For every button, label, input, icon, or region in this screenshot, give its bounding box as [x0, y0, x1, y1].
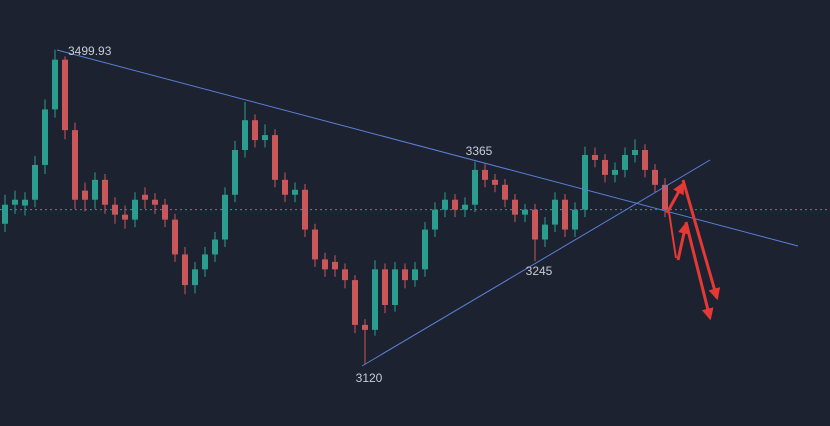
- candle-body: [292, 189, 298, 195]
- candle-body: [202, 254, 208, 270]
- candle-body: [482, 169, 488, 180]
- candle-body: [212, 239, 218, 255]
- arrow: [676, 221, 690, 261]
- candle-body: [392, 269, 398, 305]
- candle-body: [492, 179, 498, 185]
- candle-body: [542, 224, 548, 240]
- candle-body: [72, 130, 78, 200]
- trendline-lower: [361, 159, 711, 367]
- peak-label: 3365: [466, 144, 493, 158]
- candle-body: [422, 229, 428, 270]
- candle-body: [62, 59, 68, 131]
- candle-body: [2, 204, 8, 224]
- candle-body: [512, 199, 518, 215]
- candle-body: [252, 120, 258, 141]
- candle-body: [282, 179, 288, 195]
- candle-body: [162, 204, 168, 220]
- candle-body: [272, 135, 278, 180]
- candle-body: [12, 199, 18, 205]
- candle-body: [382, 269, 388, 305]
- peak-label: 3499.93: [68, 44, 112, 58]
- candle-body: [192, 269, 198, 286]
- candle-body: [262, 135, 268, 141]
- candle-body: [142, 194, 148, 200]
- candle-body: [462, 204, 468, 210]
- candle-body: [92, 179, 98, 200]
- candle-body: [642, 150, 648, 170]
- candle-body: [172, 219, 178, 255]
- candle-body: [242, 120, 248, 151]
- candle-body: [602, 159, 608, 175]
- candle-body: [662, 184, 668, 210]
- candle-body: [152, 199, 158, 205]
- candle-body: [122, 214, 128, 220]
- candle-body: [522, 209, 528, 215]
- candle-body: [102, 179, 108, 205]
- candle-body: [362, 324, 368, 330]
- candle-body: [232, 150, 238, 195]
- candle-body: [632, 150, 638, 155]
- arrow: [684, 221, 714, 321]
- candle-body: [342, 269, 348, 281]
- candle-body: [82, 190, 88, 200]
- candle-body: [372, 269, 378, 330]
- candle-body: [42, 109, 48, 165]
- candle-body: [332, 261, 338, 270]
- candle-body: [312, 229, 318, 260]
- candle-body: [532, 209, 538, 240]
- candle-body: [622, 154, 628, 170]
- candle-body: [52, 59, 58, 110]
- candle-body: [552, 199, 558, 225]
- candle-body: [612, 169, 618, 175]
- candle-body: [592, 154, 598, 160]
- trough-label: 3120: [356, 371, 383, 385]
- candle-body: [572, 209, 578, 230]
- arrow: [681, 179, 721, 301]
- candle-body: [502, 184, 508, 200]
- candle-body: [442, 199, 448, 210]
- candle-body: [412, 269, 418, 281]
- candle-body: [582, 154, 588, 210]
- candle-body: [472, 169, 478, 205]
- candle-body: [562, 199, 568, 230]
- candle-body: [452, 199, 458, 210]
- candle-body: [402, 269, 408, 281]
- arrow: [668, 211, 677, 259]
- candle-body: [432, 209, 438, 230]
- candle-body: [32, 164, 38, 200]
- trough-label: 3245: [526, 264, 553, 278]
- candle-body: [652, 169, 658, 185]
- arrow: [665, 181, 685, 214]
- trendline-upper: [56, 49, 799, 247]
- forecast-arrows: [665, 179, 721, 321]
- candle-body: [22, 199, 28, 206]
- candle-body: [182, 254, 188, 286]
- candles: [0, 49, 830, 365]
- candle-body: [222, 194, 228, 240]
- candle-body: [322, 259, 328, 270]
- candle-body: [352, 280, 358, 325]
